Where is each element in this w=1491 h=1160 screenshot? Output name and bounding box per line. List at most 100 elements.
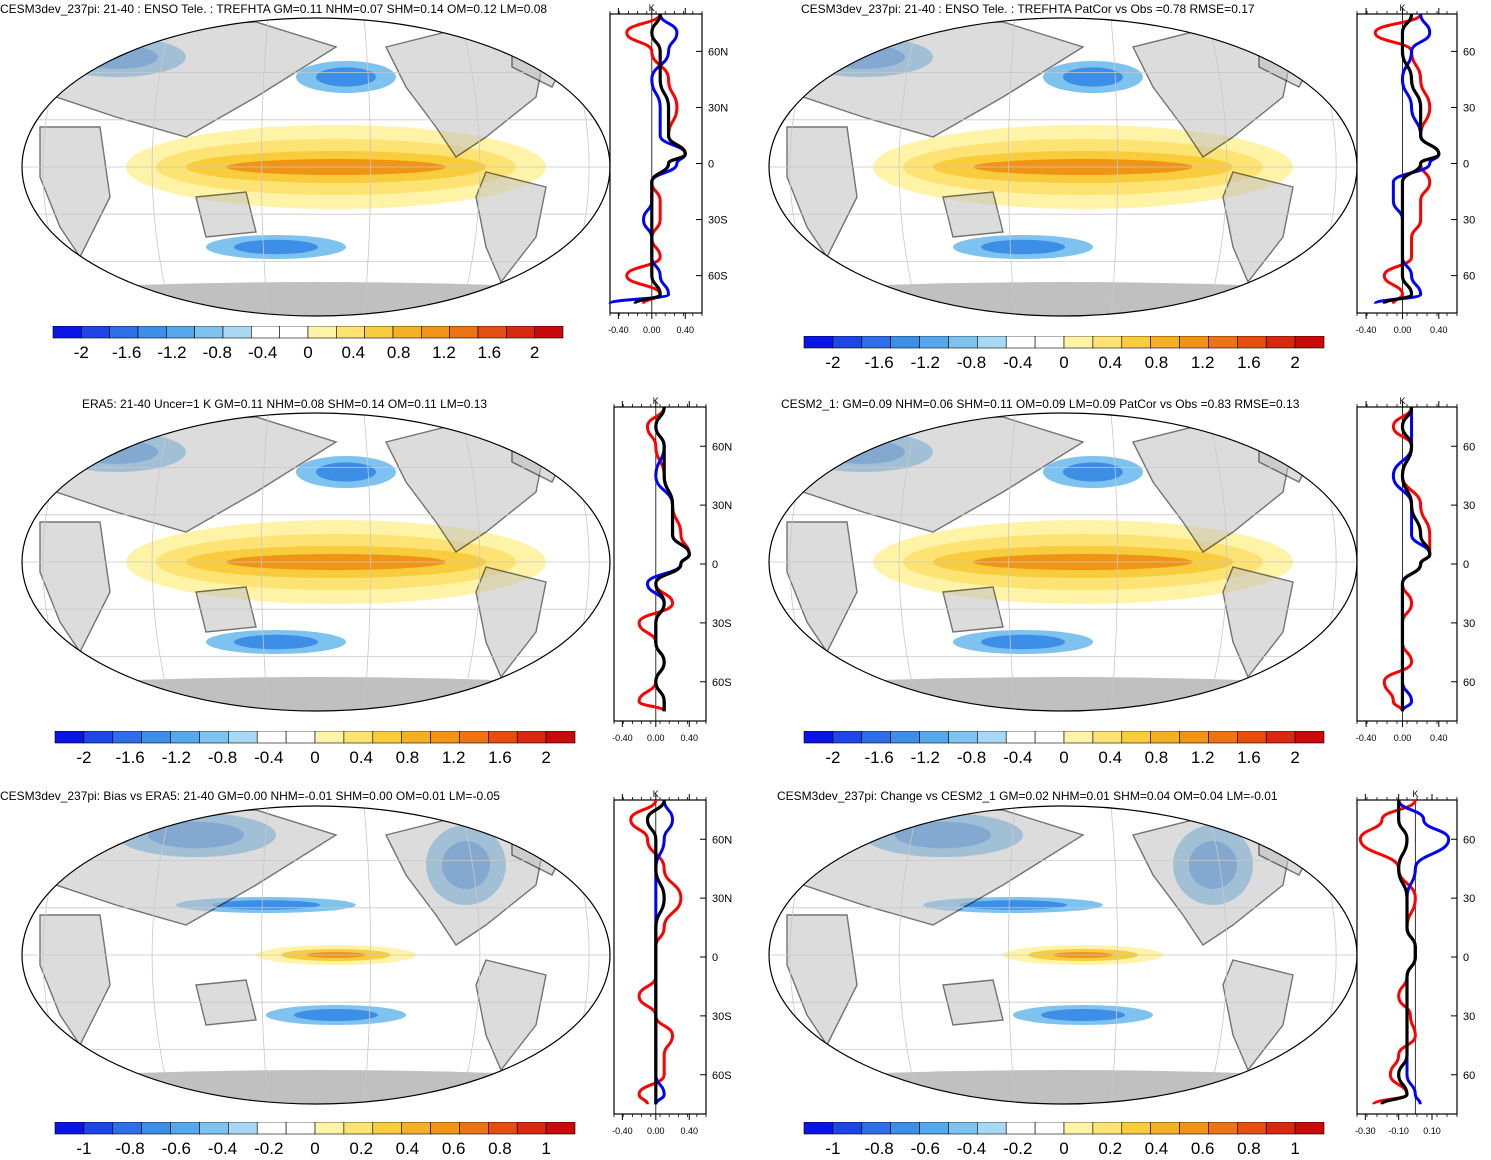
cold-anomaly bbox=[981, 634, 1065, 650]
colorbar-swatch bbox=[449, 326, 479, 339]
longitude-gridline bbox=[459, 806, 481, 1104]
colorbar-swatch bbox=[251, 326, 280, 339]
x-tick-label: 0.10 bbox=[1423, 1126, 1441, 1136]
lat-label: 30 bbox=[1463, 618, 1475, 630]
colorbar-label: -2 bbox=[825, 353, 840, 372]
lat-label: 30N bbox=[712, 893, 732, 905]
colorbar-swatch bbox=[109, 326, 139, 339]
colorbar-label: 0.4 bbox=[1145, 1139, 1169, 1158]
colorbar-label: 0 bbox=[303, 343, 312, 362]
cold-anomaly bbox=[1041, 1009, 1125, 1021]
x-tick-label: 0.00 bbox=[647, 733, 665, 743]
unit-label: K bbox=[1412, 789, 1418, 799]
map-plot bbox=[21, 412, 611, 712]
colorbar-label: -1.2 bbox=[911, 353, 940, 372]
lat-label: 60 bbox=[1463, 677, 1475, 689]
colorbar-swatch bbox=[545, 731, 576, 744]
colorbar-swatch bbox=[256, 1122, 287, 1135]
colorbar: -2 -1.6 -1.2 -0.8 -0.4 0 0.4 0.8 1.2 1.6 2 bbox=[803, 731, 1325, 767]
colorbar-swatch bbox=[1150, 1122, 1180, 1135]
colorbar-swatch bbox=[336, 326, 365, 339]
colorbar-swatch bbox=[421, 326, 450, 339]
colorbar-label: -1 bbox=[76, 1139, 91, 1158]
colorbar-swatch bbox=[1265, 336, 1296, 349]
colorbar-swatch bbox=[170, 731, 200, 744]
colorbar-swatch bbox=[803, 1122, 834, 1135]
colorbar-label: -1.2 bbox=[162, 748, 191, 767]
colorbar-swatch bbox=[1208, 336, 1238, 349]
zonal-frame bbox=[1356, 406, 1458, 722]
lat-label: 0 bbox=[712, 952, 718, 964]
panel-4: CESM2_1: GM=0.09 NHM=0.06 SHM=0.11 OM=0.… bbox=[745, 393, 1491, 778]
cold-anomaly bbox=[234, 634, 318, 650]
colorbar-label: 1.2 bbox=[1191, 748, 1215, 767]
x-tick-label: 0.40 bbox=[1430, 733, 1448, 743]
colorbar-swatch bbox=[199, 731, 229, 744]
colorbar-label: 2 bbox=[1290, 353, 1299, 372]
zonal-series-black bbox=[1380, 800, 1417, 1106]
colorbar-swatch bbox=[285, 731, 316, 744]
colorbar-swatch bbox=[54, 1122, 85, 1135]
panel-title: CESM2_1: GM=0.09 NHM=0.06 SHM=0.11 OM=0.… bbox=[781, 397, 1300, 411]
longitude-gridline bbox=[1007, 18, 1016, 316]
x-tick-label: -0.10 bbox=[1388, 1126, 1409, 1136]
lat-label: 30 bbox=[1463, 893, 1475, 905]
longitude-gridline bbox=[260, 18, 269, 316]
colorbar-swatch bbox=[430, 1122, 460, 1135]
cold-anomaly bbox=[316, 67, 376, 87]
land-mass bbox=[475, 959, 547, 1072]
x-tick-label: 0.00 bbox=[643, 325, 661, 335]
colorbar: -1 -0.8 -0.6 -0.4 -0.2 0 0.2 0.4 0.6 0.8 1 bbox=[803, 1122, 1325, 1158]
colorbar-swatch bbox=[81, 326, 110, 339]
colorbar-swatch bbox=[803, 731, 834, 744]
cold-anomaly bbox=[1063, 67, 1123, 87]
colorbar-swatch bbox=[194, 326, 224, 339]
lat-label: 60 bbox=[1463, 1070, 1475, 1082]
colorbar-swatch bbox=[1179, 1122, 1209, 1135]
longitude-gridline bbox=[260, 806, 269, 1104]
colorbar-swatch bbox=[52, 326, 82, 339]
colorbar-label: -0.8 bbox=[957, 748, 986, 767]
map-plot bbox=[768, 17, 1358, 317]
colorbar-swatch bbox=[477, 326, 507, 339]
colorbar-label: -0.4 bbox=[1003, 748, 1032, 767]
cold-anomaly bbox=[316, 462, 376, 482]
panel-title: CESM3dev_237pi: Bias vs ERA5: 21-40 GM=0… bbox=[0, 789, 500, 803]
lat-label: 30S bbox=[712, 618, 732, 630]
colorbar-swatch bbox=[890, 1122, 920, 1135]
colorbar-swatch bbox=[256, 731, 287, 744]
x-tick-label: 0.40 bbox=[677, 325, 695, 335]
longitude-gridline bbox=[898, 18, 920, 316]
zonal-mean-plot: K60N30N030S60S-0.400.000.40 bbox=[608, 3, 728, 335]
colorbar-swatch bbox=[1034, 336, 1065, 349]
colorbar-label: -0.8 bbox=[203, 343, 232, 362]
colorbar-label: -0.8 bbox=[115, 1139, 144, 1158]
colorbar-label: 0.4 bbox=[342, 343, 366, 362]
colorbar-label: -0.2 bbox=[254, 1139, 283, 1158]
cold-anomaly bbox=[959, 900, 1067, 910]
colorbar-swatch bbox=[1034, 731, 1065, 744]
longitude-gridline bbox=[1206, 806, 1228, 1104]
lat-label: 60 bbox=[1463, 834, 1475, 846]
colorbar-label: 1.2 bbox=[1191, 353, 1215, 372]
lat-label: 0 bbox=[1463, 952, 1469, 964]
zonal-mean-plot: K60N30N030S60S-0.400.000.40 bbox=[612, 396, 732, 743]
colorbar-swatch bbox=[832, 1122, 863, 1135]
colorbar-swatch bbox=[459, 731, 489, 744]
colorbar-swatch bbox=[285, 1122, 316, 1135]
colorbar-swatch bbox=[343, 731, 374, 744]
colorbar-swatch bbox=[430, 731, 460, 744]
colorbar-swatch bbox=[166, 326, 195, 339]
colorbar-label: -2 bbox=[76, 748, 91, 767]
colorbar-label: 0.4 bbox=[396, 1139, 420, 1158]
x-tick-label: 0.00 bbox=[1394, 325, 1412, 335]
longitude-gridline bbox=[1206, 18, 1228, 316]
cold-anomaly bbox=[212, 900, 320, 910]
lat-label: 60 bbox=[1463, 441, 1475, 453]
panel-title: CESM3dev_237pi: Change vs CESM2_1 GM=0.0… bbox=[777, 789, 1278, 803]
lat-label: 60S bbox=[712, 1070, 732, 1082]
colorbar-swatch bbox=[1063, 1122, 1094, 1135]
colorbar-swatch bbox=[1265, 1122, 1296, 1135]
longitude-gridline bbox=[151, 18, 173, 316]
